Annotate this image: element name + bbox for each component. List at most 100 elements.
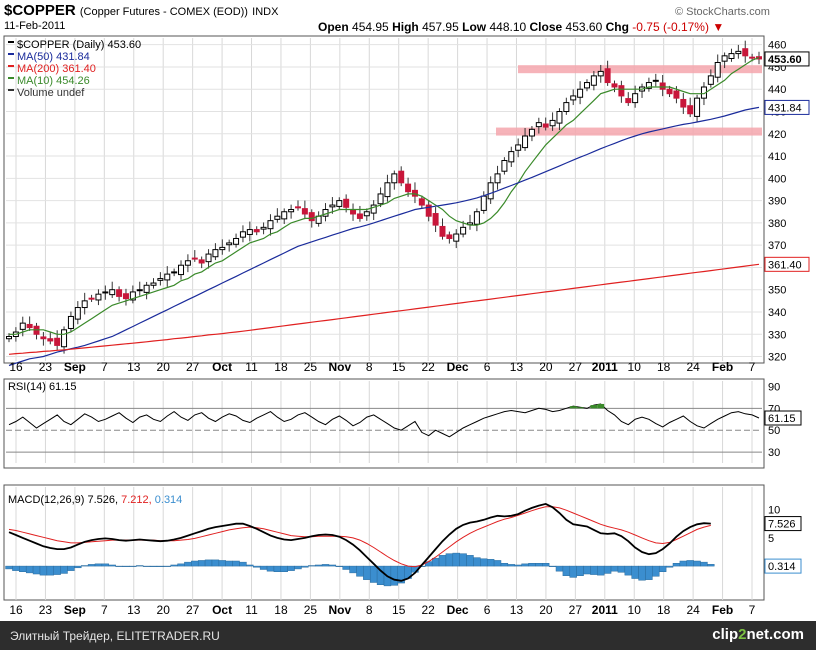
chg-down-icon: ▼: [712, 20, 725, 34]
macd-hist-bar: [108, 564, 116, 567]
candle-body: [136, 289, 143, 292]
candle-body: [239, 231, 246, 238]
x-tick-label: 24: [686, 603, 700, 617]
candle-body: [40, 336, 47, 340]
macd-hist-bar: [259, 565, 268, 570]
brand-c: net.com: [746, 626, 804, 643]
price-tick-label: 420: [768, 129, 786, 141]
rsi-series: [8, 403, 760, 438]
rsi-tick-label: 30: [768, 447, 780, 459]
macd-hist-bar: [308, 565, 316, 567]
x-tick-label: 13: [510, 360, 524, 374]
macd-hist-bar: [294, 565, 302, 570]
macd-hist-bar: [287, 565, 295, 571]
candle-body: [659, 82, 666, 90]
macd-hist-bar: [39, 565, 48, 576]
candle-body: [267, 220, 274, 230]
x-tick-label: 18: [274, 360, 288, 374]
macd-hist-bar: [129, 565, 137, 567]
macd-hist-bar: [163, 565, 171, 567]
x-tick-label: 7: [101, 603, 108, 617]
ma50-tag-box: [764, 99, 810, 115]
legend-ma10: MA(10) 454.26: [17, 75, 90, 87]
macd-hist-bar: [266, 565, 275, 572]
macd-hist-bar: [438, 555, 447, 567]
support-band-1: [496, 127, 762, 136]
candle-body: [542, 123, 549, 128]
macd-hist-bar: [555, 565, 564, 572]
x-tick-label: 7: [749, 603, 756, 617]
x-tick-label: 27: [569, 360, 583, 374]
macd-value-box: [764, 516, 802, 532]
candle-body: [405, 183, 412, 193]
macd-hist-bar: [610, 565, 619, 572]
price-tick-label: 340: [768, 307, 786, 319]
candle-body: [47, 338, 54, 342]
x-tick-label: 25: [304, 360, 318, 374]
x-tick-label: 10: [628, 603, 642, 617]
macd-hist-bar: [335, 565, 343, 567]
macd-hist-bar: [67, 565, 75, 571]
x-tick-label: Feb: [712, 360, 733, 374]
x-tick-label: Oct: [212, 603, 232, 617]
candle-body: [707, 75, 714, 85]
candle-body: [714, 62, 721, 78]
candle-body: [583, 82, 590, 89]
chart-canvas: 3203303403503603703803904004104204304404…: [3, 35, 810, 617]
rsi-value-tag: 61.15: [768, 413, 796, 425]
candle-body: [246, 229, 253, 235]
candle-body: [150, 282, 157, 286]
macd-hist-bar: [253, 565, 261, 568]
macd-hist-bar: [486, 559, 495, 567]
panel-frames: [3, 35, 765, 601]
macd-hist-bar: [19, 565, 27, 572]
x-tick-label: 10: [628, 360, 642, 374]
price-tick-label: 370: [768, 240, 786, 252]
candle-body: [233, 237, 240, 245]
macd-hist-bar: [480, 558, 488, 567]
rsi-value-box: [764, 410, 802, 426]
macd-hist-bar: [197, 560, 206, 567]
candle-body: [735, 50, 742, 55]
panel-frame-2: [3, 484, 765, 601]
candle-body: [687, 105, 694, 115]
candle-body: [611, 83, 618, 88]
macd-hist-bar: [94, 563, 103, 567]
candle-body: [67, 315, 74, 329]
candle-body: [61, 329, 68, 348]
macd-hist-bar: [576, 565, 584, 576]
ma50-line: [8, 106, 760, 367]
x-tick-label: 6: [484, 360, 491, 374]
footer-bar: Элитный Трейдер, ELITETRADER.RU clip2net…: [0, 621, 816, 650]
price-tick-label: 330: [768, 329, 786, 341]
stockcharts-logo[interactable]: © StockCharts.com: [675, 6, 770, 18]
macd-hist-bar: [658, 565, 667, 572]
legend-ma50: MA(50) 431.84: [17, 51, 90, 63]
x-tick-label: 13: [127, 360, 141, 374]
macd-hist-bar: [679, 560, 688, 567]
price-tick-label: 400: [768, 173, 786, 185]
clip2net-logo[interactable]: clip2net.com: [712, 626, 804, 643]
macd-hist-bar: [184, 561, 192, 567]
macd-hist-bar: [218, 560, 226, 567]
candle-body: [632, 93, 639, 104]
rsi-overbought-fill: [576, 407, 584, 409]
candle-body: [749, 56, 756, 59]
candle-body: [439, 225, 446, 237]
candle-body: [281, 211, 288, 220]
macd-hist-bar: [493, 560, 502, 567]
candle-body: [473, 211, 480, 225]
x-tick-label: 16: [9, 360, 23, 374]
candle-body: [446, 234, 453, 239]
low-label: Low: [462, 20, 487, 34]
candle-body: [350, 209, 357, 215]
open-value: 454.95: [352, 20, 389, 34]
x-tick-label: 20: [157, 360, 171, 374]
candle-body: [535, 122, 542, 128]
legend-price-swatch: [8, 41, 14, 43]
macd-hist-bar: [514, 564, 522, 567]
macd-hist-bar: [590, 565, 598, 575]
candle-body: [666, 88, 673, 95]
x-tick-label: Sep: [64, 603, 86, 617]
